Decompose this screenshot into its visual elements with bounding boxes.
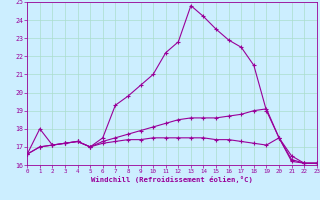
X-axis label: Windchill (Refroidissement éolien,°C): Windchill (Refroidissement éolien,°C): [91, 176, 253, 183]
